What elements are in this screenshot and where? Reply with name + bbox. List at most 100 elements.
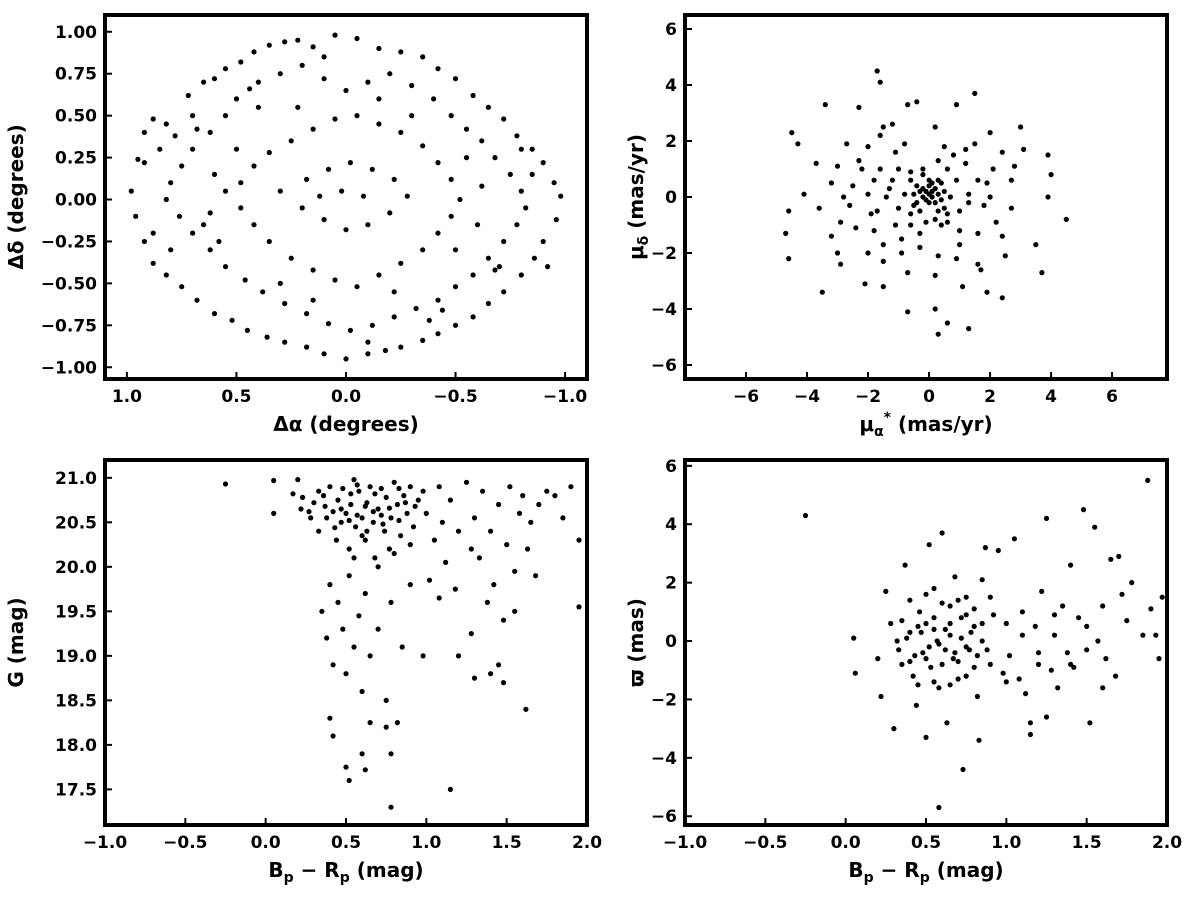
data-point bbox=[523, 706, 529, 712]
data-point bbox=[1045, 194, 1051, 200]
data-point bbox=[277, 71, 283, 77]
y-tick-label: 20.0 bbox=[55, 558, 97, 578]
data-point bbox=[238, 205, 244, 211]
data-point bbox=[306, 509, 312, 515]
data-point bbox=[911, 191, 917, 197]
data-point bbox=[304, 344, 310, 350]
data-point bbox=[871, 177, 877, 183]
data-point bbox=[931, 679, 937, 685]
data-point bbox=[394, 501, 400, 508]
data-point bbox=[407, 542, 413, 548]
data-point bbox=[365, 79, 371, 85]
data-point bbox=[899, 250, 905, 256]
x-tick-label: 0.5 bbox=[221, 387, 251, 407]
data-point bbox=[856, 158, 862, 164]
data-point bbox=[420, 653, 426, 659]
data-point bbox=[975, 177, 981, 183]
data-point bbox=[163, 272, 169, 278]
data-point bbox=[501, 289, 507, 295]
data-point bbox=[942, 647, 948, 653]
data-point bbox=[1153, 632, 1159, 638]
y-tick-label: −2 bbox=[651, 690, 677, 710]
data-point bbox=[877, 166, 883, 172]
data-point bbox=[979, 638, 985, 644]
data-point bbox=[484, 599, 490, 606]
data-point bbox=[941, 144, 947, 150]
data-point bbox=[362, 767, 368, 773]
data-point bbox=[888, 620, 894, 627]
data-point bbox=[955, 658, 961, 665]
x-tick-label: 0.0 bbox=[831, 833, 861, 853]
data-point bbox=[420, 247, 426, 253]
data-point bbox=[391, 314, 397, 320]
data-point bbox=[207, 247, 213, 253]
data-point bbox=[304, 176, 310, 182]
y-tick-label: 6 bbox=[665, 20, 677, 40]
data-point bbox=[452, 322, 459, 328]
data-point bbox=[380, 521, 386, 527]
data-point bbox=[369, 166, 375, 172]
data-point bbox=[485, 300, 491, 307]
data-point bbox=[935, 158, 941, 164]
data-point bbox=[987, 661, 993, 668]
data-point bbox=[529, 146, 535, 152]
data-point bbox=[457, 196, 463, 203]
data-point bbox=[878, 693, 884, 700]
x-tick-label: 1.0 bbox=[112, 387, 142, 407]
data-point bbox=[935, 191, 941, 197]
data-point bbox=[330, 733, 336, 739]
data-point bbox=[435, 66, 441, 72]
data-point bbox=[1003, 620, 1009, 627]
data-point bbox=[871, 228, 877, 234]
data-point bbox=[995, 547, 1001, 554]
data-point bbox=[828, 233, 835, 239]
y-axis-label: μδ (mas/yr) bbox=[624, 134, 652, 260]
data-point bbox=[987, 130, 993, 136]
data-point bbox=[875, 656, 881, 662]
y-tick-label: −1.00 bbox=[41, 358, 97, 378]
data-point bbox=[332, 525, 338, 531]
data-point bbox=[944, 720, 950, 726]
data-point bbox=[348, 501, 354, 508]
data-point bbox=[439, 519, 445, 525]
data-point bbox=[899, 618, 905, 624]
data-point bbox=[168, 180, 174, 186]
data-point bbox=[892, 149, 899, 155]
data-point bbox=[339, 188, 345, 194]
data-point bbox=[974, 693, 981, 700]
y-axis-label: G (mag) bbox=[4, 597, 28, 687]
data-point bbox=[299, 62, 305, 68]
data-point bbox=[367, 653, 373, 659]
data-point bbox=[783, 230, 789, 236]
data-point bbox=[463, 126, 470, 132]
data-point bbox=[255, 104, 261, 110]
data-point bbox=[982, 545, 989, 551]
data-point bbox=[1113, 673, 1119, 679]
data-point bbox=[168, 247, 174, 253]
data-point bbox=[311, 500, 317, 506]
data-points bbox=[128, 32, 564, 362]
data-point bbox=[420, 488, 426, 494]
data-point bbox=[917, 244, 923, 250]
data-point bbox=[325, 166, 332, 172]
data-point bbox=[372, 555, 378, 561]
data-point bbox=[463, 155, 470, 161]
data-point bbox=[950, 152, 957, 158]
data-point bbox=[391, 550, 397, 557]
data-point bbox=[448, 213, 454, 219]
data-point bbox=[496, 264, 502, 270]
data-point bbox=[255, 79, 261, 85]
data-point bbox=[904, 635, 910, 641]
data-point bbox=[299, 205, 305, 211]
data-point bbox=[333, 537, 339, 543]
data-point bbox=[993, 219, 999, 225]
data-point bbox=[1019, 609, 1025, 615]
data-point bbox=[910, 673, 916, 679]
y-tick-label: −6 bbox=[651, 807, 677, 827]
data-point bbox=[277, 280, 283, 286]
x-tick-label: 1.0 bbox=[991, 833, 1021, 853]
data-point bbox=[966, 200, 972, 206]
y-tick-label: 0.00 bbox=[55, 191, 97, 211]
data-point bbox=[310, 267, 316, 273]
x-tick-label: −0.5 bbox=[433, 387, 477, 407]
